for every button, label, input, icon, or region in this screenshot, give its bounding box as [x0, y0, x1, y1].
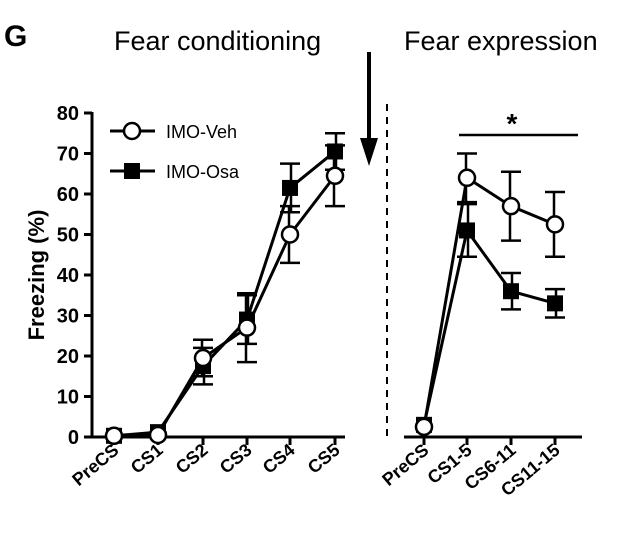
legend: IMO-Veh IMO-Osa — [110, 121, 240, 182]
legend-label-imo-osa: IMO-Osa — [166, 162, 240, 182]
series-line-imo-osa-expression — [422, 226, 556, 426]
series-line-imo-osa-conditioning — [113, 150, 336, 438]
fear-conditioning-title: Fear conditioning — [114, 26, 321, 56]
point-imo-veh-expression — [545, 215, 565, 234]
point-imo-veh-conditioning — [325, 166, 345, 186]
point-imo-veh-expression — [501, 196, 521, 216]
y-tick-label: 60 — [57, 184, 79, 206]
point-imo-veh-conditioning — [237, 318, 257, 337]
series-line-imo-veh-conditioning — [113, 174, 337, 438]
point-imo-osa-expression — [459, 222, 475, 239]
legend-marker-imo-osa — [124, 163, 140, 179]
x-tick-label-conditioning-cs4: CS4 — [259, 440, 299, 478]
legend-label-imo-veh: IMO-Veh — [166, 122, 237, 142]
x-tick-label-conditioning-cs5: CS5 — [304, 440, 344, 478]
y-axis-label: Freezing (%) — [24, 210, 49, 341]
point-imo-veh-conditioning — [193, 348, 213, 368]
y-tick-label: 50 — [57, 225, 79, 247]
y-tick-label: 40 — [57, 265, 79, 287]
point-imo-osa-expression — [503, 283, 519, 300]
y-tick-label: 0 — [68, 427, 79, 449]
point-imo-osa-expression — [547, 295, 563, 312]
y-tick-label: 80 — [57, 103, 79, 125]
point-imo-veh-expression — [414, 417, 434, 437]
x-tick-label-conditioning-cs3: CS3 — [216, 440, 256, 478]
point-imo-osa-conditioning — [282, 179, 298, 196]
series-line-imo-veh-expression — [422, 175, 556, 428]
series-imo-veh — [113, 144, 565, 438]
y-tick-label: 20 — [57, 346, 79, 368]
fear-expression-title: Fear expression — [404, 26, 598, 56]
panel-letter: G — [4, 20, 27, 53]
y-tick-label: 70 — [57, 144, 79, 166]
point-imo-osa-conditioning — [327, 143, 343, 160]
x-tick-label-conditioning-cs2: CS2 — [172, 440, 212, 478]
legend-marker-imo-veh — [122, 121, 142, 141]
point-imo-veh-conditioning — [148, 425, 168, 445]
x-tick-label-expression-precs: PreCS — [378, 440, 432, 490]
significance-star: * — [507, 108, 518, 139]
point-imo-veh-conditioning — [104, 426, 124, 446]
markers-imo-veh — [104, 166, 565, 446]
point-imo-veh-conditioning — [280, 225, 300, 244]
y-tick-label: 30 — [57, 306, 79, 328]
point-imo-veh-expression — [457, 168, 477, 188]
x-tick-label-conditioning-cs1: CS1 — [127, 440, 167, 478]
y-tick-label: 10 — [57, 387, 79, 409]
phase-arrow-head — [360, 138, 378, 166]
